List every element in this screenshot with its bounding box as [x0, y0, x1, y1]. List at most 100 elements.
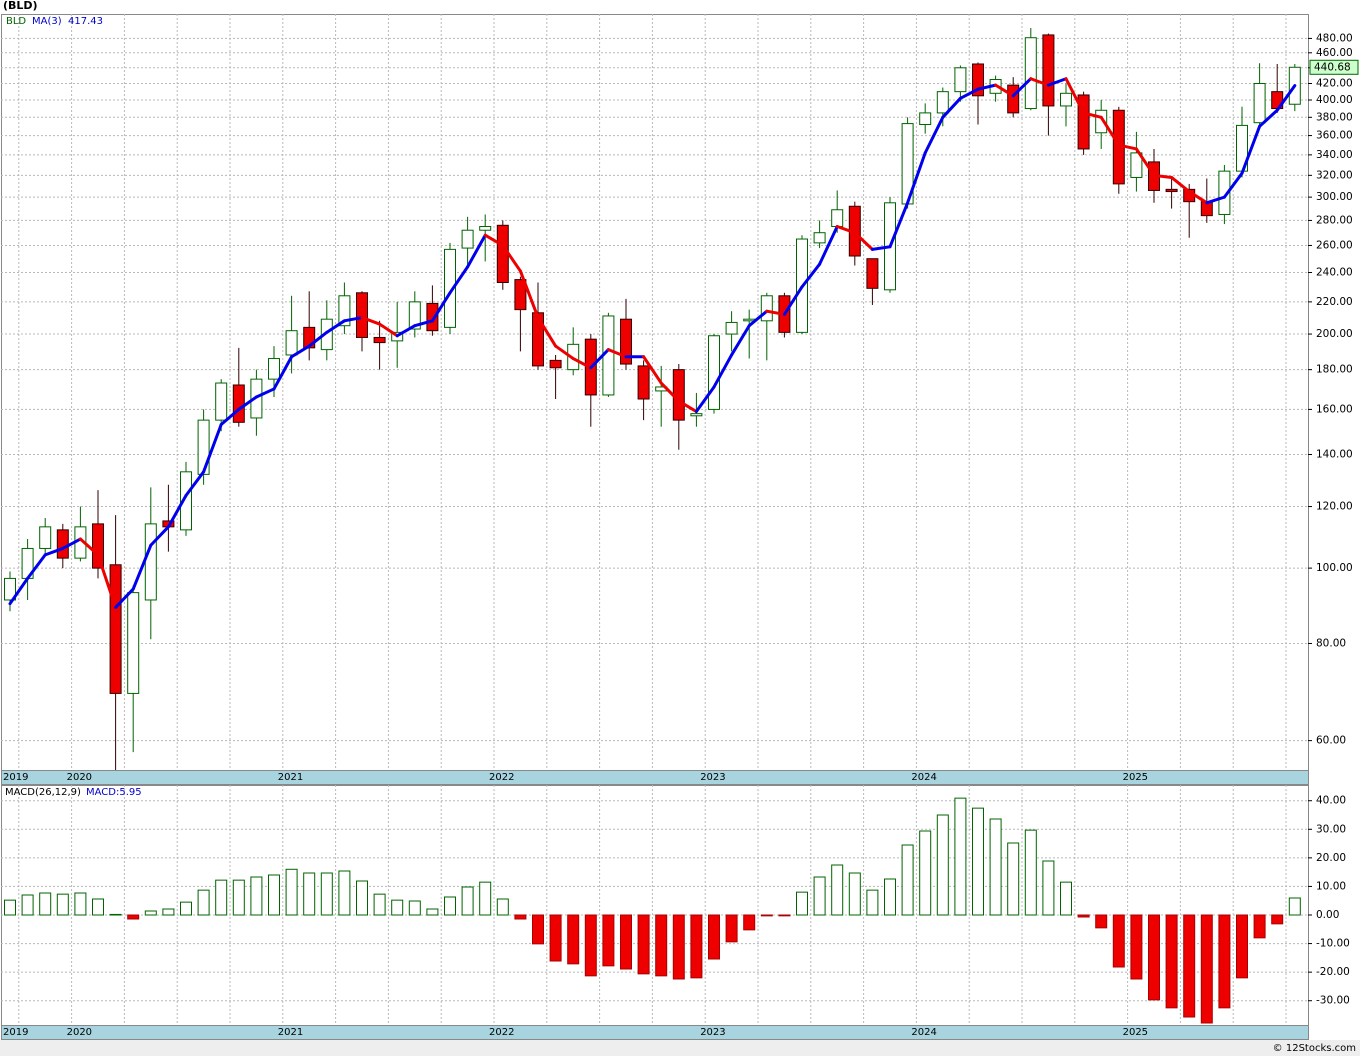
ma-segment: [1082, 111, 1103, 119]
candle-body: [1060, 92, 1072, 107]
y-tick-label: 120.00: [1316, 501, 1353, 513]
y-tick-label: 200.00: [1316, 328, 1353, 340]
ma-segment: [1152, 173, 1174, 179]
ma-segment: [114, 587, 135, 609]
last-price-box: [1309, 59, 1359, 75]
ma-segment: [430, 291, 452, 323]
macd-year-band: [1, 1025, 1309, 1040]
macd-bar: [1253, 914, 1266, 939]
macd-legend: MACD:5.95: [86, 787, 142, 798]
macd-bar: [197, 889, 210, 916]
candle-body: [690, 413, 703, 417]
macd-bar: [180, 901, 192, 916]
macd-panel: [1, 785, 1309, 1026]
ma-segment: [466, 233, 487, 269]
candle-body: [743, 318, 756, 322]
candle-body: [426, 302, 439, 332]
ma-segment: [360, 316, 382, 326]
y-tick-label: 460.00: [1316, 47, 1353, 59]
candle-body: [514, 279, 527, 311]
macd-bar: [4, 899, 16, 916]
macd-bar: [672, 914, 685, 980]
macd-bar: [303, 872, 316, 916]
ma-segment: [712, 353, 734, 389]
macd-bar: [760, 914, 773, 917]
x-tick-label: 2019: [3, 772, 28, 783]
x-tick-label: 2022: [489, 772, 514, 783]
ma-segment: [166, 493, 188, 529]
macd-bar: [461, 886, 474, 916]
ma-segment: [835, 225, 857, 235]
ma-segment: [941, 96, 962, 119]
macd-bar: [479, 881, 492, 916]
y-tick-label: 480.00: [1316, 32, 1353, 44]
macd-bar: [1148, 914, 1160, 1001]
ma-segment: [26, 553, 47, 580]
x-tick-label: 2020: [67, 772, 92, 783]
macd-bar: [743, 914, 756, 931]
ma-segment: [43, 546, 65, 557]
macd-bar: [567, 914, 580, 965]
macd-bar: [514, 914, 527, 920]
ma-segment: [642, 355, 663, 385]
macd-bar: [954, 797, 967, 916]
y-tick-label: -20.00: [1316, 966, 1350, 978]
macd-bar: [602, 914, 615, 967]
macd-bar: [1288, 897, 1301, 916]
ma-segment: [765, 309, 786, 316]
candle-body: [866, 258, 879, 289]
candle-body: [532, 312, 544, 367]
candle-body: [338, 295, 351, 327]
ma-segment: [554, 344, 575, 361]
macd-bar: [1183, 914, 1196, 1018]
ma-segment: [202, 423, 223, 474]
candle-body: [1077, 94, 1090, 150]
candle-body: [813, 232, 826, 244]
macd-bar: [408, 900, 421, 916]
ma-segment: [888, 201, 910, 249]
macd-bar: [813, 876, 826, 916]
macd-bar: [373, 893, 386, 916]
y-tick-label: 160.00: [1316, 403, 1353, 415]
x-tick-label: 2021: [278, 772, 303, 783]
macd-bar: [268, 874, 280, 916]
macd-bar: [831, 864, 844, 916]
ma-segment: [818, 225, 839, 266]
y-tick-label: 420.00: [1316, 78, 1353, 90]
candle-body: [127, 592, 140, 694]
candle-body: [4, 577, 16, 601]
chart-title: (BLD): [3, 0, 38, 12]
x-tick-label: 2019: [3, 1027, 28, 1038]
macd-bar: [620, 914, 632, 970]
candle-body: [919, 112, 932, 125]
candle-body: [268, 358, 280, 380]
ma-segment: [237, 395, 258, 411]
macd-bar: [884, 878, 896, 916]
candle-body: [672, 369, 685, 421]
ma-segment: [747, 309, 769, 328]
macd-bar: [1112, 914, 1125, 968]
candle-body: [232, 384, 245, 423]
y-tick-label: 20.00: [1316, 852, 1346, 864]
macd-bar: [144, 910, 157, 916]
macd-bar: [320, 872, 333, 916]
ma-segment: [958, 87, 980, 100]
ma-segment: [1222, 171, 1244, 199]
ma-segment: [800, 262, 822, 289]
ma-segment: [307, 330, 329, 348]
candle-body: [56, 529, 69, 559]
candle-body: [1042, 34, 1055, 107]
candle-body: [197, 419, 210, 475]
macd-bar: [109, 913, 122, 916]
macd-title: MACD(26,12,9): [5, 787, 81, 798]
y-tick-label: -30.00: [1316, 995, 1350, 1007]
macd-bar: [919, 830, 932, 916]
candle-body: [1130, 152, 1143, 178]
ma-segment: [149, 525, 170, 547]
y-tick-label: 260.00: [1316, 239, 1353, 251]
macd-bar: [338, 870, 351, 916]
macd-bar: [496, 898, 509, 916]
ma-segment: [131, 543, 153, 591]
candle-body: [144, 523, 157, 601]
